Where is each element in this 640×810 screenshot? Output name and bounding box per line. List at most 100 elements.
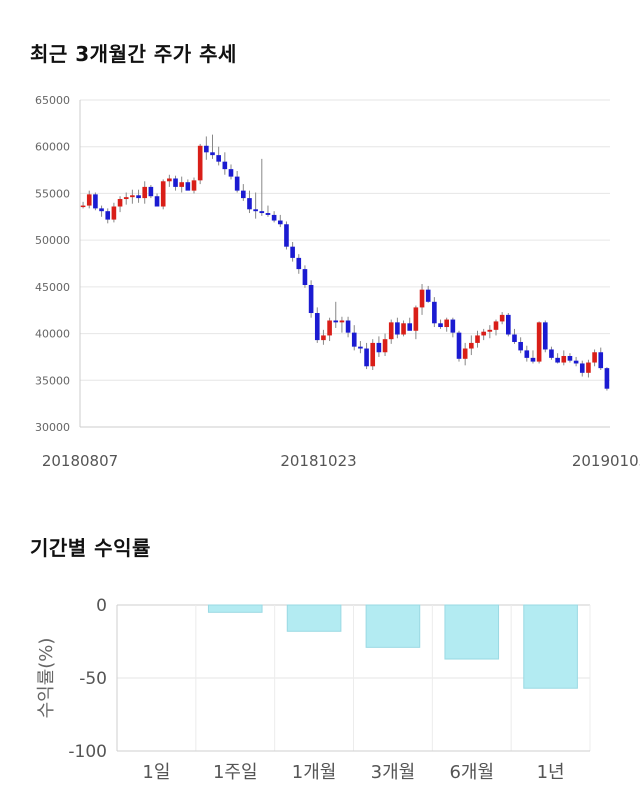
candle-body <box>542 322 548 350</box>
return-bar <box>365 604 421 648</box>
candle-body <box>530 357 536 362</box>
candle-body <box>512 334 517 342</box>
candle-body <box>493 321 499 330</box>
x-tick-label: 20190103 <box>572 452 640 470</box>
candle-body <box>105 211 111 220</box>
candle-body <box>555 357 560 363</box>
y-tick-label: 40000 <box>35 328 70 341</box>
candle-body <box>259 211 265 214</box>
candle-body <box>339 320 345 323</box>
candle-body <box>197 145 203 181</box>
candle-body <box>80 205 86 208</box>
candle-body <box>499 314 505 322</box>
stock-trend-title: 최근 3개월간 주가 추세 <box>30 42 237 66</box>
y-tick-label: 0 <box>96 596 107 616</box>
candle-body <box>191 180 197 191</box>
candle-body <box>586 362 591 373</box>
candle-body <box>469 342 474 349</box>
candle-body <box>136 195 141 199</box>
candle-body <box>425 289 431 302</box>
candle-body <box>598 352 604 369</box>
return-bar <box>207 604 263 613</box>
candle-body <box>419 289 425 308</box>
candle-body <box>549 349 554 358</box>
candle-body <box>123 197 129 200</box>
y-tick-label: 30000 <box>35 421 70 434</box>
candle-body <box>333 320 339 323</box>
candle-body <box>130 195 135 198</box>
candle-body <box>308 284 314 314</box>
candle-body <box>432 301 437 324</box>
candle-body <box>345 320 351 333</box>
candle-body <box>179 182 184 187</box>
candle-body <box>462 348 468 359</box>
candle-body <box>475 335 480 343</box>
y-tick-label: 35000 <box>35 374 70 387</box>
candle-body <box>487 329 493 332</box>
candle-body <box>154 196 160 207</box>
y-tick-label: -100 <box>68 742 107 762</box>
candle-body <box>247 198 252 210</box>
x-tick-label: 3개월 <box>371 762 416 783</box>
return-bar <box>286 604 342 632</box>
candle-body <box>173 178 178 187</box>
candle-body <box>358 346 363 349</box>
candle-body <box>506 314 511 335</box>
candle-body <box>382 339 388 353</box>
y-tick-label: 50000 <box>35 234 70 247</box>
candle-body <box>604 368 610 389</box>
y-tick-label: 60000 <box>35 141 70 154</box>
y-tick-label: 65000 <box>35 94 70 107</box>
candle-body <box>86 194 92 206</box>
candle-body <box>388 322 394 340</box>
x-tick-label: 1개월 <box>292 762 337 783</box>
x-tick-label: 20180807 <box>42 452 118 470</box>
candle-body <box>438 323 443 328</box>
candle-body <box>117 199 123 207</box>
candle-body <box>592 352 597 363</box>
candle-body <box>395 322 400 335</box>
candle-body <box>302 269 308 285</box>
candle-body <box>450 319 456 333</box>
candle-body <box>228 169 234 177</box>
candle-body <box>407 323 413 331</box>
candle-body <box>290 246 295 258</box>
period-return-title: 기간별 수익률 <box>30 536 151 560</box>
candle-body <box>222 161 228 170</box>
candle-body <box>413 307 419 331</box>
x-tick-label: 1주일 <box>213 762 258 783</box>
candle-body <box>314 313 320 341</box>
candle-body <box>321 335 326 341</box>
stock-trend-chart: 65000 60000 55000 50000 45000 40000 35000 30000… <box>35 94 640 470</box>
candle-body <box>573 360 579 364</box>
y-axis-label: 수익률(%) <box>36 638 57 719</box>
candle-body <box>204 145 209 153</box>
candle-body <box>234 176 240 191</box>
candle-body <box>376 342 382 353</box>
candle-body <box>277 220 283 225</box>
candle-body <box>524 350 530 358</box>
candle-body <box>364 348 369 367</box>
candle-body <box>401 323 406 335</box>
candle-body <box>148 186 154 197</box>
x-tick-label: 1일 <box>142 762 170 783</box>
candle-body <box>561 355 567 363</box>
candle-body <box>296 257 302 270</box>
candle-body <box>481 331 486 336</box>
candle-body <box>185 182 191 191</box>
candle-body <box>456 332 462 359</box>
x-tick-label: 1년 <box>537 762 565 783</box>
candle-body <box>370 342 376 367</box>
y-tick-label: -50 <box>79 669 107 689</box>
candle-body <box>210 152 215 156</box>
y-tick-label: 55000 <box>35 187 70 200</box>
candle-body <box>253 209 258 212</box>
candle-body <box>327 320 332 336</box>
candle-body <box>444 319 449 328</box>
candle-body <box>142 186 148 199</box>
candle-body <box>93 194 98 209</box>
candle-body <box>351 332 357 347</box>
candle-body <box>567 355 573 361</box>
candle-body <box>167 178 172 182</box>
